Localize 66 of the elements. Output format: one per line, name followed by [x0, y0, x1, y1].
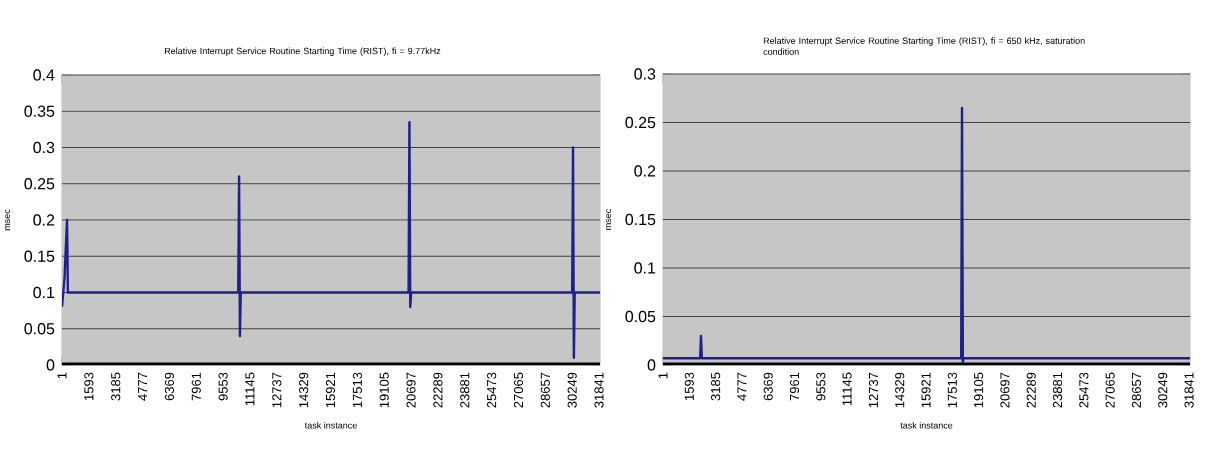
- x-tick-label: 20697: [406, 372, 416, 408]
- y-tick-label: 0.25: [24, 178, 55, 190]
- x-tick-label: 25473: [1079, 372, 1089, 408]
- chart-title: Relative Interrupt Service Routine Starting Time (RIST), fi = 9.77kHz: [164, 47, 441, 56]
- y-tick-label: 0.05: [625, 310, 656, 323]
- x-tick-label: 14329: [895, 372, 905, 408]
- x-tick-label: 1: [658, 372, 668, 379]
- x-tick-label: 7961: [789, 372, 800, 401]
- y-axis-title: msec: [606, 208, 612, 230]
- y-tick-label: 0.3: [634, 68, 656, 80]
- x-tick-label: 17513: [947, 372, 957, 408]
- y-tick-label: 0: [647, 359, 656, 371]
- x-tick-label: 4777: [138, 372, 148, 401]
- y-tick-label: 0.4: [33, 69, 55, 81]
- x-tick-label: 14329: [299, 372, 309, 408]
- x-tick-label: 23881: [1052, 372, 1063, 408]
- x-tick-label: 11145: [842, 372, 852, 406]
- x-tick-label: 1593: [684, 372, 694, 400]
- x-tick-label: 30249: [1158, 372, 1168, 408]
- x-tick-label: 28657: [540, 372, 550, 408]
- x-tick-label: 4777: [737, 372, 747, 401]
- chart-title: Relative Interrupt Service Routine Starting Time (RIST), fi = 650 kHz, saturation condition: [763, 37, 1085, 55]
- x-tick-label: 12737: [868, 372, 879, 408]
- y-tick-label: 0.15: [24, 250, 55, 262]
- y-tick-label: 0.35: [24, 105, 55, 117]
- y-tick-label: 0.3: [33, 141, 55, 154]
- x-tick-label: 6369: [164, 372, 175, 401]
- y-tick-label: 0.2: [634, 165, 656, 177]
- x-tick-label: 31841: [594, 372, 604, 408]
- x-tick-label: 1593: [84, 372, 94, 400]
- x-tick-label: 22289: [433, 372, 443, 408]
- x-tick-label: 19105: [379, 372, 389, 408]
- x-tick-label: 11145: [245, 372, 255, 406]
- line-series: [62, 120, 601, 359]
- x-tick-label: 22289: [1026, 372, 1036, 408]
- x-tick-label: 20697: [1000, 372, 1010, 408]
- y-tick-label: 0.05: [24, 323, 55, 335]
- x-tick-label: 9553: [816, 372, 826, 401]
- x-axis-title: task instance: [900, 421, 953, 429]
- x-tick-label: 15921: [921, 372, 931, 408]
- x-tick-label: 3185: [711, 372, 721, 401]
- x-tick-label: 27065: [1105, 372, 1115, 408]
- x-tick-label: 9553: [218, 372, 228, 401]
- x-tick-label: 30249: [567, 372, 577, 408]
- line-series: [663, 106, 1190, 364]
- y-tick-label: 0.15: [625, 213, 656, 226]
- x-tick-label: 31841: [1184, 372, 1194, 408]
- y-tick-label: 0.25: [625, 116, 656, 129]
- x-tick-label: 17513: [352, 372, 362, 408]
- y-axis-title: msec: [5, 209, 11, 231]
- x-tick-label: 27065: [513, 372, 524, 408]
- x-tick-label: 3185: [111, 372, 121, 401]
- x-tick-label: 28657: [1131, 372, 1142, 408]
- y-tick-label: 0.2: [33, 214, 55, 226]
- x-tick-label: 1: [57, 372, 67, 379]
- y-tick-label: 0: [46, 359, 55, 371]
- x-tick-label: 15921: [325, 372, 336, 408]
- x-tick-label: 19105: [974, 372, 984, 408]
- y-tick-label: 0.1: [33, 286, 55, 299]
- x-tick-label: 7961: [191, 372, 201, 401]
- x-axis-title: task instance: [304, 421, 357, 429]
- x-tick-label: 6369: [763, 372, 773, 401]
- x-tick-label: 23881: [460, 372, 470, 408]
- y-tick-label: 0.1: [634, 262, 656, 274]
- x-tick-label: 25473: [487, 372, 497, 408]
- x-tick-label: 12737: [272, 372, 282, 408]
